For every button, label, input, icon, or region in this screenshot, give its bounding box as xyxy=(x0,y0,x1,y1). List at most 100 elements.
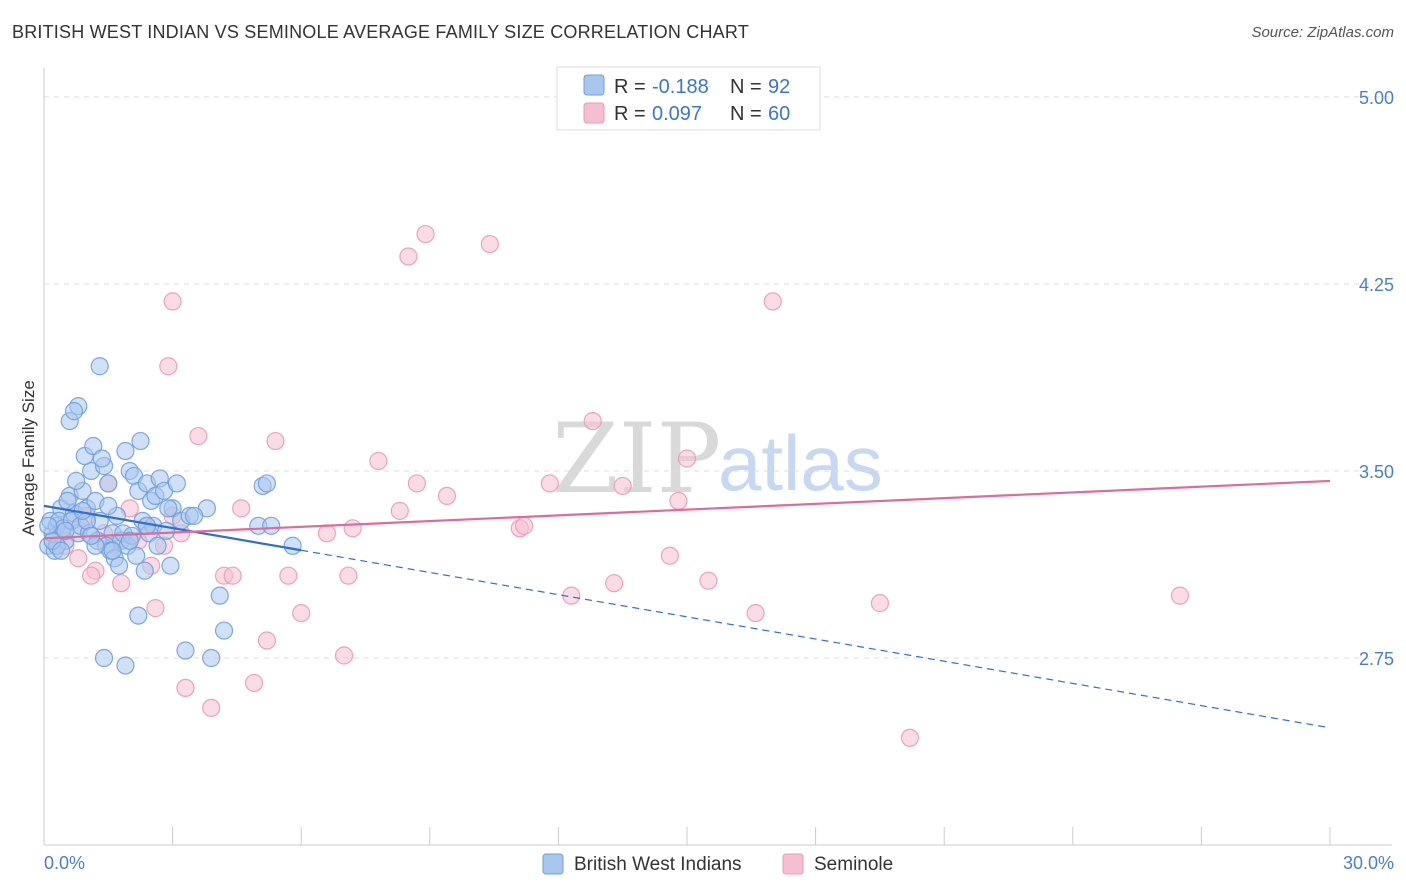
point-seminole xyxy=(82,566,101,585)
trend-line-seminole xyxy=(43,479,1331,540)
legend-n-value-pink: 60 xyxy=(768,103,790,125)
point-seminole xyxy=(746,603,765,623)
watermark-atlas: atlas xyxy=(718,419,883,507)
point-seminole xyxy=(900,728,920,747)
point-seminole xyxy=(202,698,221,717)
point-seminole xyxy=(669,491,688,510)
point-british-west-indians xyxy=(109,556,129,575)
point-seminole xyxy=(390,501,409,520)
legend-swatch-pink xyxy=(583,102,605,124)
point-british-west-indians xyxy=(214,621,234,640)
point-british-west-indians xyxy=(257,474,277,493)
y-tick-label: 2.75 xyxy=(1359,649,1394,669)
point-british-west-indians xyxy=(262,516,281,535)
legend-r-value-blue: -0.188 xyxy=(652,76,709,98)
bottom-legend-label-pink: Seminole xyxy=(814,854,893,875)
point-seminole xyxy=(605,574,624,593)
point-seminole xyxy=(583,411,602,431)
axes xyxy=(43,68,1392,846)
trend-lines xyxy=(43,479,1331,729)
point-seminole xyxy=(480,234,499,254)
point-british-west-indians xyxy=(84,436,103,456)
point-british-west-indians xyxy=(39,516,58,535)
point-seminole xyxy=(677,449,697,468)
point-seminole xyxy=(437,486,457,506)
point-seminole xyxy=(176,678,195,698)
point-seminole xyxy=(163,292,182,311)
bottom-legend-label-blue: British West Indians xyxy=(574,854,742,875)
y-tick-labels: 2.75 3.50 4.25 5.00 xyxy=(1359,88,1394,669)
legend-r-label-pink: R = xyxy=(614,103,646,125)
point-british-west-indians xyxy=(131,431,150,451)
y-tick-label: 5.00 xyxy=(1359,88,1394,108)
point-british-west-indians xyxy=(148,536,167,555)
point-seminole xyxy=(407,474,427,493)
bottom-legend: British West Indians Seminole xyxy=(542,853,893,875)
point-british-west-indians xyxy=(210,586,229,605)
point-british-west-indians xyxy=(64,402,84,421)
y-tick-label: 3.50 xyxy=(1359,462,1394,482)
legend-swatch-blue xyxy=(583,74,605,96)
point-seminole xyxy=(223,566,242,585)
point-british-west-indians xyxy=(90,357,109,376)
point-british-west-indians xyxy=(283,536,302,555)
point-british-west-indians xyxy=(129,606,148,625)
y-axis-title: Average Family Size xyxy=(19,380,38,536)
point-seminole xyxy=(515,516,534,535)
point-seminole xyxy=(69,549,88,568)
point-british-west-indians xyxy=(99,496,118,515)
point-british-west-indians xyxy=(159,499,178,518)
point-seminole xyxy=(334,646,354,665)
point-british-west-indians xyxy=(137,516,156,535)
point-seminole xyxy=(232,499,251,518)
point-british-west-indians xyxy=(52,541,71,560)
legend: R = -0.188 N = 92 R = 0.097 N = 60 xyxy=(556,66,821,131)
point-seminole xyxy=(279,566,298,585)
point-seminole xyxy=(146,599,165,618)
point-seminole xyxy=(317,524,337,543)
point-seminole xyxy=(660,546,679,565)
legend-n-label-blue: N = xyxy=(730,76,762,98)
bottom-legend-swatch-pink xyxy=(782,853,804,875)
point-seminole xyxy=(1170,586,1190,605)
point-british-west-indians xyxy=(202,648,221,668)
grid-lines xyxy=(44,96,1392,659)
data-points xyxy=(39,224,1190,747)
point-seminole xyxy=(540,474,559,493)
chart-title: BRITISH WEST INDIAN VS SEMINOLE AVERAGE … xyxy=(12,22,749,42)
y-tick-label: 4.25 xyxy=(1359,275,1394,295)
point-seminole xyxy=(399,247,418,266)
point-seminole xyxy=(763,292,782,311)
point-seminole xyxy=(870,594,890,613)
point-seminole xyxy=(343,519,362,538)
point-british-west-indians xyxy=(92,449,111,468)
point-british-west-indians xyxy=(58,491,77,510)
point-seminole xyxy=(159,357,178,376)
point-british-west-indians xyxy=(116,441,135,461)
point-british-west-indians xyxy=(120,531,139,550)
point-seminole xyxy=(257,631,277,650)
point-british-west-indians xyxy=(99,474,118,493)
trend-line-british-west-indians-extrapolated xyxy=(301,549,1331,729)
point-seminole xyxy=(244,673,264,693)
point-british-west-indians xyxy=(184,506,204,525)
point-british-west-indians xyxy=(161,556,180,575)
source-label: Source: ZipAtlas.com xyxy=(1251,24,1394,41)
point-seminole xyxy=(189,426,208,446)
point-british-west-indians xyxy=(67,471,86,491)
point-seminole xyxy=(266,431,285,451)
point-seminole xyxy=(699,571,718,590)
legend-n-value-blue: 92 xyxy=(768,76,790,98)
bottom-legend-swatch-blue xyxy=(542,853,564,875)
point-british-west-indians xyxy=(94,648,114,668)
point-seminole xyxy=(112,574,131,593)
point-british-west-indians xyxy=(127,546,146,565)
point-british-west-indians xyxy=(103,541,122,560)
legend-r-value-pink: 0.097 xyxy=(652,103,702,125)
point-seminole xyxy=(339,566,358,585)
trend-line-british-west-indians xyxy=(43,504,302,552)
x-tick-label-max: 30.0% xyxy=(1343,853,1394,873)
point-british-west-indians xyxy=(176,641,195,660)
point-seminole xyxy=(369,451,388,471)
